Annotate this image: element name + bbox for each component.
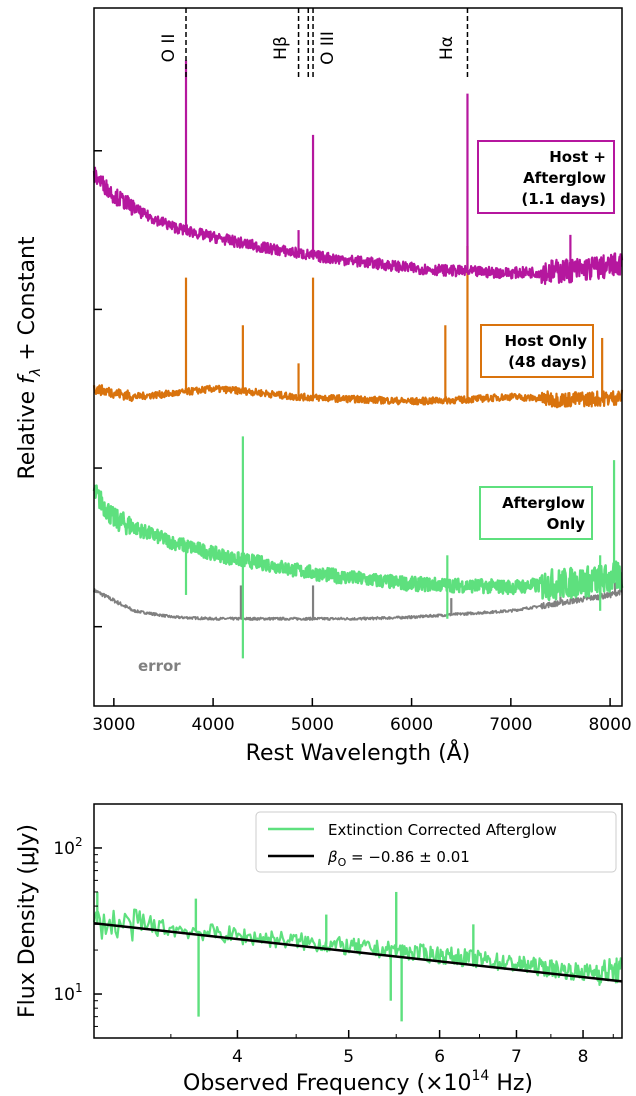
top-x-tick-label-4: 7000: [489, 715, 532, 735]
bottom-y-axis-title: Flux Density (μJy): [15, 824, 40, 1018]
marker-label-oiii: O III: [318, 31, 338, 65]
bottom-x-tick-label-4: 8: [578, 1047, 589, 1067]
label-host-only-line2: (48 days): [508, 353, 587, 371]
legend-label-afterglow: Extinction Corrected Afterglow: [328, 821, 557, 839]
top-x-tick-label-2: 5000: [291, 715, 334, 735]
series-0-line: [92, 166, 624, 286]
top-x-tick-label-3: 6000: [390, 715, 433, 735]
label-error: error: [138, 657, 181, 675]
series-3-line: [93, 588, 623, 621]
series-2-line: [92, 484, 624, 602]
top-x-axis: 3000 4000 5000 6000 7000 8000: [92, 698, 632, 735]
bottom-y-tick-label-0: 101: [53, 981, 82, 1005]
top-y-axis: [94, 150, 102, 628]
label-afterglow-only-line2: Only: [547, 515, 586, 533]
powerlaw-fit-line: [93, 922, 623, 983]
bottom-x-axis: 4 5 6 7 8: [170, 1030, 614, 1067]
legend-label-fit: βO = −0.86 ± 0.01: [327, 848, 470, 869]
marker-label-halpha: Hα: [437, 36, 457, 60]
label-host-only-line1: Host Only: [504, 332, 587, 350]
top-x-axis-title: Rest Wavelength (Å): [246, 739, 471, 766]
bottom-plot-frame: [93, 803, 623, 1039]
series-1-line: [92, 384, 624, 409]
bottom-y-axis: 101 102: [53, 803, 102, 1027]
label-host-only: Host Only (48 days): [480, 324, 594, 378]
bottom-plot-area: [92, 891, 623, 1022]
bottom-x-tick-label-1: 5: [343, 1047, 354, 1067]
top-x-tick-label-0: 3000: [92, 715, 135, 735]
label-host-afterglow-line1: Host +: [549, 148, 606, 166]
top-x-tick-label-5: 8000: [588, 715, 631, 735]
label-host-afterglow-line2: Afterglow: [523, 169, 606, 187]
sed-panel: 4 5 6 7 8 101 102 Extinction Corrected Afterg…: [15, 803, 623, 1096]
label-afterglow-only-line1: Afterglow: [502, 494, 585, 512]
bottom-y-tick-label-1: 102: [53, 835, 82, 859]
top-x-tick-label-1: 4000: [191, 715, 234, 735]
marker-label-hbeta: Hβ: [271, 36, 291, 60]
marker-label-oii: O II: [159, 34, 179, 63]
emission-line-markers: [185, 8, 469, 80]
top-y-axis-title: Relative fλ + Constant: [15, 236, 44, 479]
label-host-afterglow: Host + Afterglow (1.1 days): [477, 140, 615, 214]
bottom-legend: Extinction Corrected Afterglow βO = −0.8…: [255, 811, 617, 873]
label-afterglow-only: Afterglow Only: [479, 486, 593, 540]
bottom-x-tick-label-3: 7: [511, 1047, 522, 1067]
bottom-x-tick-label-0: 4: [232, 1047, 243, 1067]
bottom-x-axis-title: Observed Frequency (×1014 Hz): [183, 1068, 533, 1096]
top-plot-frame: [93, 7, 623, 707]
top-plot-area: [92, 60, 624, 659]
spectrum-panel: 3000 4000 5000 6000 7000 8000 O II Hβ O III H…: [15, 7, 632, 766]
bottom-x-tick-label-2: 6: [434, 1047, 445, 1067]
label-host-afterglow-line3: (1.1 days): [521, 190, 606, 208]
